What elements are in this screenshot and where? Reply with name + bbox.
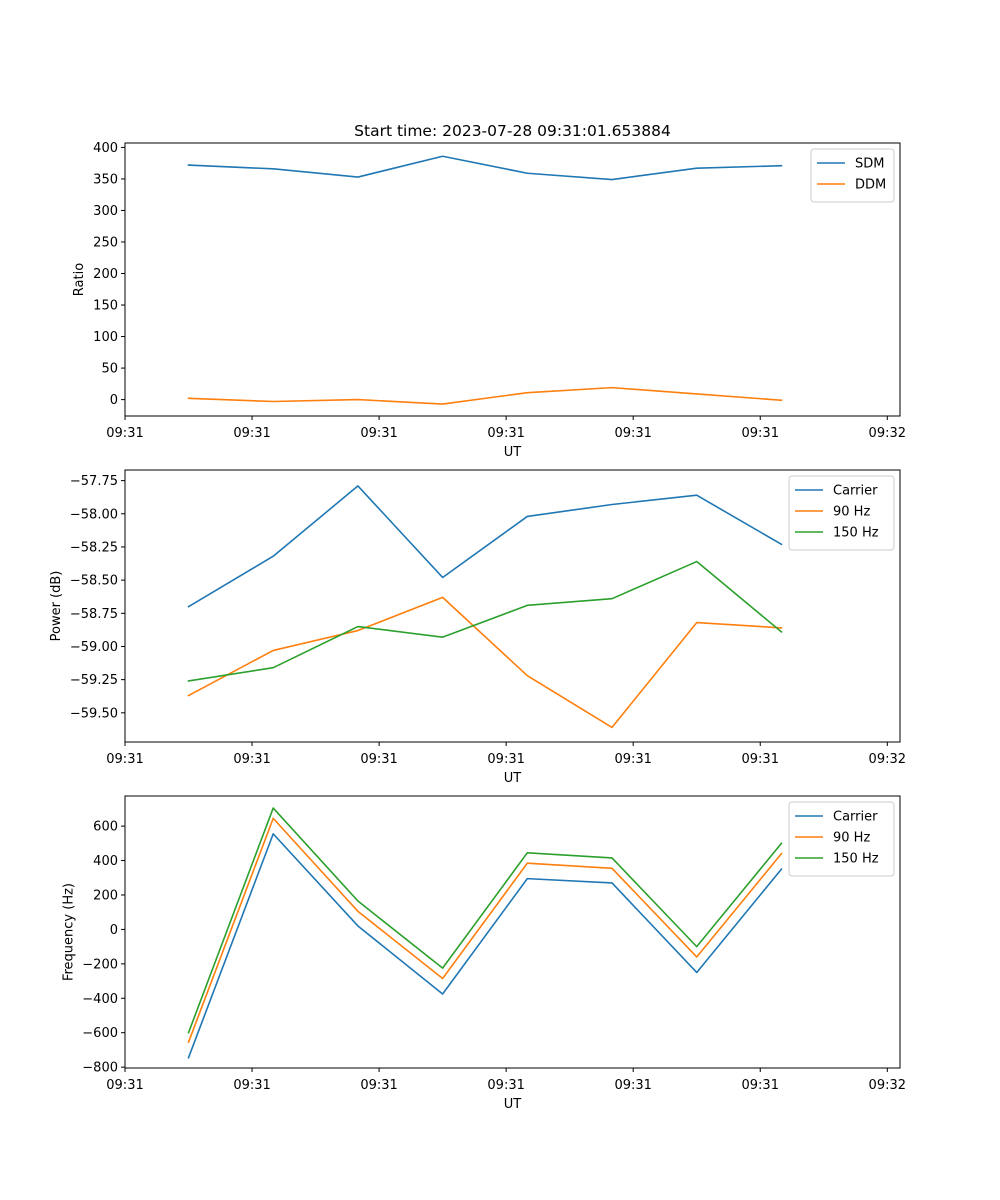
series-line-sdm [187,155,783,181]
series-line-150-hz [187,560,783,682]
y-tick-label: 350 [93,172,118,187]
subplot-ratio: Start time: 2023-07-28 09:31:01.653884 0… [72,122,906,460]
x-tick-label: 09:31 [360,1078,397,1093]
y-tick-label: −400 [82,992,118,1007]
x-tick-label: 09:31 [487,752,524,767]
series-line-150-hz [187,807,783,1034]
y-tick-label: 400 [93,854,118,869]
y-tick-label: 300 [93,204,118,219]
series-line-carrier [187,833,783,1059]
series-line-90-hz [187,817,783,1044]
series-line-ddm [187,386,783,405]
y-axis-label: Power (dB) [49,571,64,642]
x-tick-label: 09:31 [233,752,270,767]
y-tick-label: 600 [93,820,118,835]
chart-title: Start time: 2023-07-28 09:31:01.653884 [354,122,671,140]
x-tick-label: 09:32 [869,752,906,767]
y-tick-label: 100 [93,330,118,345]
y-axis-label: Ratio [72,263,87,296]
series-line-90-hz [187,596,783,729]
x-axis-label: UT [504,1097,522,1112]
legend-label: SDM [855,157,884,172]
x-tick-label: 09:31 [487,1078,524,1093]
x-tick-label: 09:31 [360,752,397,767]
y-tick-label: −58.25 [70,540,118,555]
x-tick-label: 09:31 [742,752,779,767]
y-tick-label: −58.75 [70,607,118,622]
y-tick-label: 0 [110,923,118,938]
legend: Carrier 90 Hz 150 Hz [788,801,895,877]
y-tick-label: −800 [82,1061,118,1076]
legend: Carrier 90 Hz 150 Hz [788,475,895,551]
x-tick-label: 09:31 [742,426,779,441]
axes-frame [124,142,901,417]
legend-label: Carrier [833,484,878,499]
y-tick-label: −200 [82,957,118,972]
axes-frame [124,795,901,1069]
x-axis-label: UT [504,771,522,786]
x-tick-label: 09:32 [869,1078,906,1093]
y-axis-label: Frequency (Hz) [61,883,76,981]
y-tick-label: 0 [110,393,118,408]
legend-label: 150 Hz [833,526,879,541]
y-tick-label: −59.00 [70,640,118,655]
x-tick-label: 09:31 [106,426,143,441]
x-tick-label: 09:31 [106,1078,143,1093]
legend-label: 90 Hz [833,831,870,846]
series-line-carrier [187,485,783,608]
x-axis-label: UT [504,445,522,460]
axes-frame [124,469,901,743]
y-tick-label: −57.75 [70,474,118,489]
y-tick-label: 150 [93,299,118,314]
x-tick-label: 09:31 [614,426,651,441]
legend-label: Carrier [833,810,878,825]
y-tick-label: 50 [101,362,118,377]
legend-label: DDM [855,178,886,193]
y-tick-label: −58.50 [70,574,118,589]
legend-label: 90 Hz [833,505,870,520]
x-tick-label: 09:32 [869,426,906,441]
legend-label: 150 Hz [833,852,879,867]
x-tick-label: 09:31 [487,426,524,441]
subplot-frequency: 09:31 09:31 09:31 09:31 09:31 09:31 09:32 −800 −… [61,795,906,1112]
y-tick-label: 200 [93,267,118,282]
x-tick-label: 09:31 [614,1078,651,1093]
x-tick-label: 09:31 [360,426,397,441]
y-tick-label: 200 [93,888,118,903]
y-tick-label: −600 [82,1026,118,1041]
y-tick-label: 250 [93,235,118,250]
x-tick-label: 09:31 [614,752,651,767]
x-tick-label: 09:31 [742,1078,779,1093]
y-tick-label: −58.00 [70,507,118,522]
subplot-power: 09:31 09:31 09:31 09:31 09:31 09:31 09:32 −59.5… [49,469,906,786]
y-tick-label: −59.25 [70,673,118,688]
x-tick-label: 09:31 [233,1078,270,1093]
y-tick-label: −59.50 [70,706,118,721]
y-tick-label: 400 [93,141,118,156]
legend: SDM DDM [810,148,895,203]
x-tick-label: 09:31 [233,426,270,441]
x-tick-label: 09:31 [106,752,143,767]
